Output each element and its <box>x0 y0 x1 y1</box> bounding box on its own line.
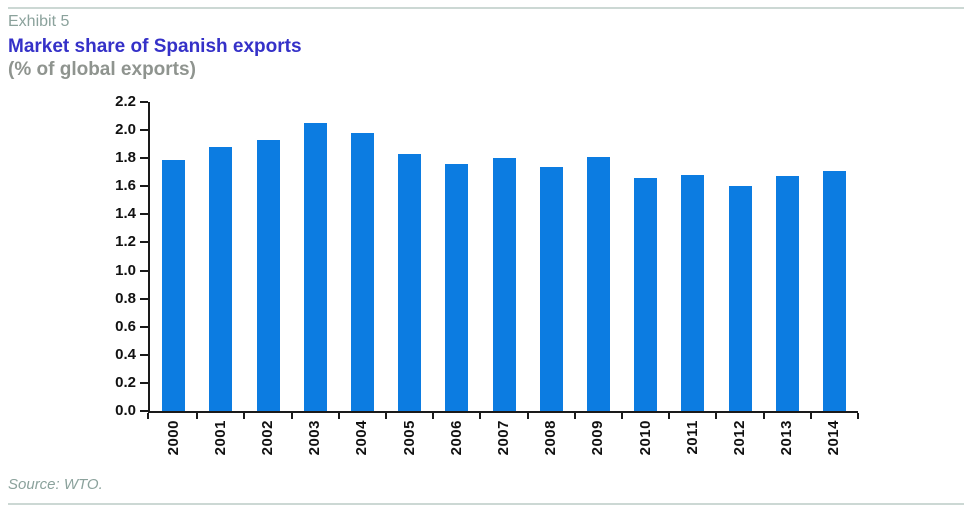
bottom-divider <box>8 503 964 505</box>
bar-2003 <box>303 123 327 411</box>
x-tick-2 <box>243 413 246 419</box>
plot-area <box>148 102 858 413</box>
y-tick-1.4 <box>140 213 148 216</box>
x-label-2006: 2006 <box>447 420 465 456</box>
y-label-0.4: 0.4 <box>115 345 136 363</box>
x-tick-15 <box>857 413 859 419</box>
x-label-2007: 2007 <box>495 420 512 456</box>
y-tick-0.4 <box>140 353 148 356</box>
x-tick-4 <box>337 413 340 419</box>
bar-2008 <box>539 166 563 411</box>
x-label-2008: 2008 <box>542 420 560 456</box>
x-label-2010: 2010 <box>636 420 654 456</box>
x-label-2014: 2014 <box>825 420 843 456</box>
x-tick-12 <box>715 413 718 419</box>
y-tick-2.2 <box>140 101 148 103</box>
x-tick-8 <box>526 413 529 419</box>
x-tick-13 <box>762 413 765 419</box>
y-label-2.0: 2.0 <box>115 121 136 139</box>
y-label-1.4: 1.4 <box>115 205 136 223</box>
y-label-1.6: 1.6 <box>115 177 136 195</box>
exhibit-label: Exhibit 5 <box>8 13 70 30</box>
y-label-1.0: 1.0 <box>115 261 136 279</box>
x-label-2012: 2012 <box>731 420 748 456</box>
y-tick-1.2 <box>140 241 148 244</box>
bar-2002 <box>256 139 280 411</box>
bar-2004 <box>350 132 374 411</box>
y-label-1.8: 1.8 <box>115 149 136 167</box>
bar-2001 <box>209 146 233 411</box>
x-tick-5 <box>385 413 387 419</box>
x-tick-14 <box>809 413 812 419</box>
x-label-2009: 2009 <box>589 420 607 456</box>
y-label-0.0: 0.0 <box>115 402 136 419</box>
y-tick-2.0 <box>140 129 148 132</box>
chart-subtitle: (% of global exports) <box>8 59 196 80</box>
y-tick-0.0 <box>140 410 148 412</box>
y-tick-0.8 <box>140 297 148 300</box>
bar-2013 <box>775 176 799 411</box>
y-label-0.6: 0.6 <box>115 317 136 335</box>
x-tick-1 <box>196 413 199 419</box>
x-label-2004: 2004 <box>353 420 371 456</box>
x-label-2000: 2000 <box>164 420 182 456</box>
x-label-2013: 2013 <box>778 420 796 456</box>
y-tick-0.2 <box>140 381 148 384</box>
bar-2010 <box>634 177 658 411</box>
bar-2011 <box>681 175 705 411</box>
y-tick-1.6 <box>140 185 148 188</box>
x-tick-11 <box>668 413 671 419</box>
y-label-0.2: 0.2 <box>115 373 136 391</box>
x-tick-6 <box>432 413 435 419</box>
x-label-2003: 2003 <box>306 420 324 456</box>
bar-2012 <box>728 186 752 411</box>
y-label-2.2: 2.2 <box>115 93 136 110</box>
source-note: Source: WTO. <box>8 476 103 493</box>
y-label-1.2: 1.2 <box>115 233 136 251</box>
y-tick-1.8 <box>140 157 148 160</box>
x-tick-10 <box>621 413 623 419</box>
x-tick-9 <box>573 413 576 419</box>
bar-2005 <box>398 153 422 411</box>
y-label-0.8: 0.8 <box>115 289 136 307</box>
x-label-2011: 2011 <box>683 420 701 455</box>
chart-title: Market share of Spanish exports <box>8 36 302 57</box>
bar-2009 <box>586 156 610 411</box>
y-tick-1.0 <box>140 269 148 272</box>
x-tick-3 <box>290 413 293 419</box>
bar-2000 <box>162 159 186 411</box>
x-label-2005: 2005 <box>400 420 418 456</box>
bar-2007 <box>492 158 516 411</box>
y-tick-0.6 <box>140 325 148 328</box>
x-label-2002: 2002 <box>259 420 276 456</box>
x-tick-7 <box>479 413 482 419</box>
top-divider <box>8 7 964 9</box>
x-tick-0 <box>147 413 149 419</box>
bar-2014 <box>822 170 846 411</box>
bar-2006 <box>445 163 469 411</box>
x-label-2001: 2001 <box>211 420 229 456</box>
